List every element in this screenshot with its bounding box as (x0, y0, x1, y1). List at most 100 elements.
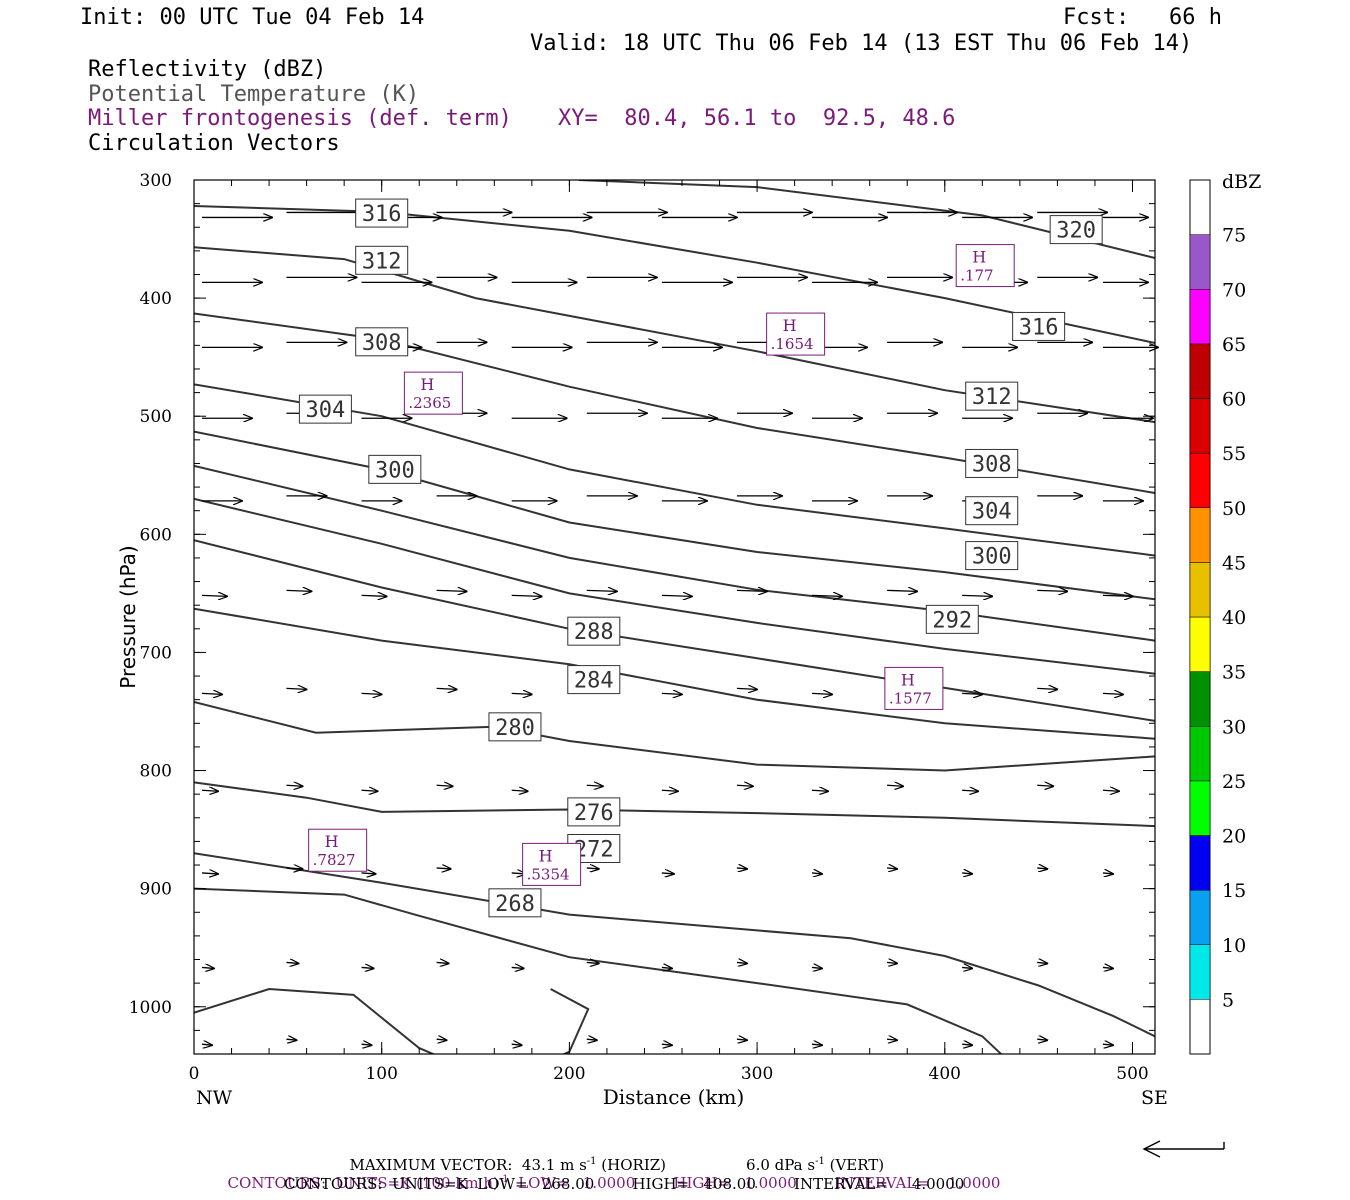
y-tick-label: 500 (140, 407, 172, 427)
circulation-vector (1102, 967, 1113, 968)
max-vector-vert: 6.0 dPa s (746, 1156, 816, 1174)
colorbar-swatch (1189, 343, 1211, 399)
theta-contour-280 (194, 701, 1155, 772)
circulation-vector (286, 962, 298, 963)
colorbar-swatch (1189, 507, 1211, 563)
x-tick-label: 500 (1116, 1064, 1148, 1084)
circulation-vector (201, 693, 222, 694)
circulation-vector (511, 1044, 522, 1045)
frontogenesis-max-box (403, 371, 463, 415)
circulation-vector (586, 962, 599, 963)
circulation-vector (436, 868, 451, 869)
colorbar-label: 5 (1222, 989, 1234, 1011)
colorbar-label: 15 (1222, 880, 1246, 902)
x-tick-label: 400 (929, 1064, 961, 1084)
y-tick-label: 900 (140, 880, 172, 900)
circulation-vector (511, 967, 524, 968)
circulation-vector (811, 790, 828, 791)
circulation-vector (661, 790, 678, 791)
circulation-vector (1037, 590, 1067, 591)
frontogenesis-max-box (522, 842, 582, 886)
contour-label-text: 300 (972, 545, 1012, 570)
contour-label-box (925, 604, 979, 634)
frontogenesis-max-value: .177 (960, 267, 993, 285)
theta-contour-268 (194, 887, 1003, 1054)
contour-label-box (488, 712, 542, 742)
circulation-vectors (201, 212, 1158, 1045)
circulation-vector (511, 595, 542, 596)
circulation-vector (962, 1044, 972, 1045)
circulation-vector (661, 595, 692, 596)
contour-label-text: 292 (932, 608, 972, 633)
x-left-end-label: NW (196, 1087, 233, 1109)
y-tick-label: 700 (140, 643, 172, 663)
max-vector-horiz-unit: (HORIZ) (596, 1156, 667, 1174)
circulation-vector (1102, 693, 1123, 694)
unit-exponent: -1 (815, 1156, 825, 1167)
forecast-hour: Fcst: 66 h (1063, 5, 1222, 30)
circulation-vector (887, 785, 903, 786)
contour-label-box (355, 245, 409, 275)
circulation-vector (811, 693, 832, 694)
y-tick-label: 600 (140, 525, 172, 545)
circulation-vector (962, 595, 992, 596)
circulation-vector (201, 873, 218, 874)
y-tick-label: 1000 (129, 998, 172, 1018)
field-circulation-vectors: Circulation Vectors (88, 131, 340, 156)
circulation-vector (962, 790, 978, 791)
colorbar-swatch (1189, 835, 1211, 891)
circulation-vector (1102, 873, 1113, 874)
circulation-vector (962, 693, 982, 694)
frontogenesis-max: H.7827 (308, 828, 368, 872)
frontogenesis-max-box (766, 312, 826, 356)
colorbar-label: 30 (1222, 716, 1246, 738)
field-reflectivity: Reflectivity (dBZ) (88, 57, 327, 82)
circulation-vector (1102, 1044, 1113, 1045)
colorbar-label: 20 (1222, 826, 1246, 848)
contour-label-text: 320 (1056, 219, 1096, 244)
contour-label-text: 304 (306, 398, 346, 423)
circulation-vector (286, 590, 311, 591)
contour-label-312: 312 (965, 381, 1019, 411)
contour-label-box (965, 448, 1019, 478)
circulation-vector (1037, 688, 1057, 689)
contour-label-300: 300 (965, 541, 1019, 571)
contour-label-text: 304 (972, 500, 1012, 525)
colorbar-label: 45 (1222, 552, 1246, 574)
circulation-vector (962, 967, 972, 968)
circulation-vector (1102, 790, 1119, 791)
colorbar-swatch (1189, 671, 1211, 727)
y-tick-label: 300 (140, 171, 172, 191)
circulation-vector (586, 1039, 597, 1040)
circulation-vector (361, 873, 376, 874)
theta-contour-296 (194, 464, 1155, 642)
contour-label-box (488, 888, 542, 918)
circulation-vector (1102, 595, 1133, 596)
frontogenesis-max-label: H (539, 846, 553, 865)
max-vector-horiz: MAXIMUM VECTOR: 43.1 m s (349, 1156, 587, 1174)
frontogenesis-max-value: .2365 (408, 394, 451, 412)
contour-label-text: 308 (362, 331, 402, 356)
circulation-vector (201, 790, 218, 791)
contour-label-box (1049, 215, 1103, 245)
contour-label-292: 292 (925, 604, 979, 634)
circulation-vector (887, 590, 917, 591)
circulation-vector (661, 693, 682, 694)
theta-contour-info: CONTOURS: UNITS=K LOW= 268.00 HIGH= 408.… (284, 1175, 965, 1193)
circulation-vector (1037, 962, 1047, 963)
circulation-vector (661, 1044, 672, 1045)
colorbar-label: 65 (1222, 334, 1246, 356)
contour-label-304: 304 (965, 496, 1019, 526)
colorbar-swatch (1189, 889, 1211, 945)
colorbar-title: dBZ (1222, 171, 1261, 193)
init-time: Init: 00 UTC Tue 04 Feb 14 (80, 5, 425, 30)
colorbar-label: 70 (1222, 279, 1246, 301)
theta-contour-276 (194, 781, 1155, 828)
circulation-vector (811, 873, 822, 874)
circulation-vector (887, 962, 897, 963)
circulation-vector (436, 688, 457, 689)
frontogenesis-max: H.2365 (403, 371, 463, 415)
frontogenesis-max-label: H (901, 670, 915, 689)
